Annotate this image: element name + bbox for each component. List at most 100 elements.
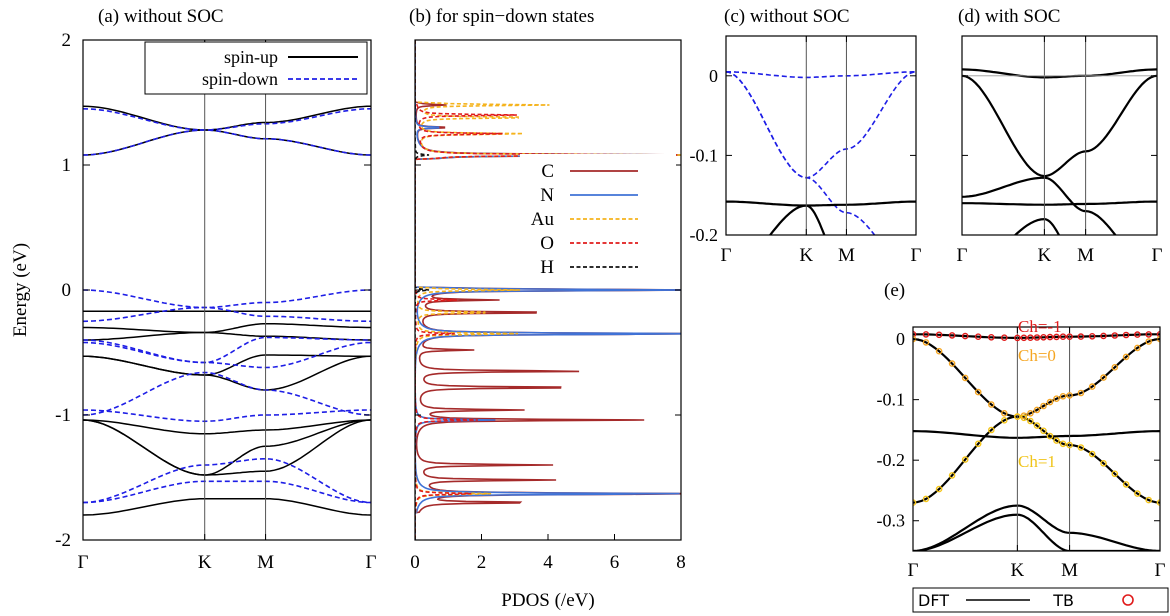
tb-marker-band-1 [961, 374, 969, 382]
panel-a-band-spin-up-7 [83, 419, 371, 435]
tb-marker-band-0 [1111, 332, 1119, 339]
tb-marker-band-0 [1077, 333, 1085, 340]
tb-marker-band-2 [1053, 437, 1060, 444]
tb-marker-band-2 [1014, 413, 1021, 420]
panel-e-title: (e) [884, 280, 905, 301]
tb-marker-band-0 [961, 332, 969, 340]
tb-marker-band-2 [1046, 432, 1054, 440]
tb-marker-band-1 [1040, 402, 1047, 410]
tb-marker-band-2 [1088, 450, 1096, 458]
panel-a-band-spin-up-0 [83, 129, 371, 156]
panel-c-band-series1-0 [726, 200, 916, 207]
panel-d-xtick-label: K [1038, 245, 1052, 266]
panel-e-tb-markers [913, 331, 1160, 506]
legend-label-tb: TB [1052, 591, 1074, 610]
panel-d-band-series0-1 [962, 74, 1157, 178]
legend-label-H: H [540, 257, 554, 278]
tb-marker-band-1 [1027, 409, 1034, 417]
panel-a-band-spin-up-6 [83, 355, 371, 391]
panel-c-band-series0-2 [726, 71, 876, 235]
panel-d-xtick-label: Γ [1152, 245, 1163, 266]
tb-marker-band-2 [1100, 459, 1107, 467]
tb-marker-band-1 [1145, 338, 1152, 345]
panel-e-band-DFT-2 [913, 415, 1160, 504]
panel-a-band-spin-down-4 [83, 336, 371, 364]
tb-marker-band-0 [1053, 333, 1060, 341]
tb-marker-band-1 [1001, 409, 1008, 417]
panel-a-band-spin-down-3 [83, 306, 371, 323]
tb-marker-band-2 [961, 456, 969, 463]
legend-box [912, 587, 1169, 613]
tb-marker-band-0 [1033, 334, 1041, 341]
tb-marker-band-2 [974, 440, 982, 448]
pdos-curve-Au [415, 40, 681, 540]
tb-marker-band-0 [1040, 333, 1047, 341]
tb-marker-band-2 [1059, 440, 1067, 448]
panel-d-band-series0-4 [1013, 217, 1061, 235]
annotation-ch-minus1: Ch=-1 [1018, 317, 1062, 336]
legend-label-spin-down: spin-down [202, 69, 278, 89]
panel-a-xtick-label: Γ [366, 552, 377, 573]
panel-e-bands [913, 333, 1160, 551]
tb-marker-band-0 [1156, 331, 1160, 338]
panel-c-band-series1-1 [768, 204, 826, 235]
tb-marker-band-2 [948, 472, 956, 479]
tb-marker-band-2 [1077, 444, 1085, 451]
tb-marker-band-0 [1027, 334, 1034, 342]
annotation-ch-1: Ch=1 [1018, 452, 1056, 471]
tb-marker-band-2 [1027, 417, 1034, 425]
tb-marker-band-0 [1046, 333, 1054, 341]
panel-b-legend: CN Au OH [520, 154, 676, 280]
legend-label-N: N [540, 185, 554, 206]
legend-label-C: C [541, 161, 554, 182]
panel-c-title: (c) without SOC [724, 6, 850, 27]
panel-d-band-series0-2 [962, 176, 1117, 235]
panel-b-curves [415, 40, 681, 540]
pdos-curve-N [415, 40, 681, 540]
panel-c-xtick-label: Γ [721, 245, 732, 266]
tb-marker-band-1 [935, 347, 943, 355]
tb-marker-band-1 [1088, 383, 1096, 390]
pdos-curve-H [415, 40, 430, 540]
legend-box [144, 41, 368, 95]
legend-swatch-tb [1122, 594, 1134, 606]
panel-c-ytick-label: -0.1 [690, 145, 719, 165]
panel-a-band-spin-up-10 [83, 498, 371, 516]
panel-e-ytick-label: 0 [896, 329, 905, 349]
panel-e-xtick-label: M [1061, 560, 1078, 581]
tb-marker-band-0 [1001, 334, 1008, 342]
tb-marker-band-0 [1020, 334, 1028, 342]
panel-d-band-series0-3 [962, 200, 1157, 206]
panel-b-xtick-label: 4 [543, 552, 553, 573]
panel-c-frame [725, 35, 917, 236]
panel-a-ytick-label: 2 [62, 30, 72, 51]
panel-c-bands [726, 71, 916, 235]
tb-marker-band-1 [1046, 398, 1054, 406]
panel-a-xtick-label: K [198, 552, 212, 573]
tb-marker-band-2 [1001, 416, 1008, 424]
panel-e-xtick-label: Γ [908, 560, 919, 581]
tb-marker-band-1 [974, 388, 982, 396]
annotation-ch-0: Ch=0 [1018, 346, 1056, 365]
panel-a-band-spin-down-7 [83, 371, 371, 416]
panel-d-band-series0-0 [962, 68, 1157, 79]
panel-a-band-spin-down-2 [83, 289, 371, 309]
tb-marker-band-2 [1111, 470, 1119, 478]
panel-a-xtick-label: M [257, 552, 274, 573]
panel-e-band-DFT-0 [913, 333, 1160, 339]
legend-label-spin-up: spin-up [224, 47, 278, 67]
tb-marker-band-0 [1145, 331, 1152, 338]
panel-b-xtick-label: 8 [676, 552, 686, 573]
tb-marker-band-1 [988, 401, 995, 408]
tb-marker-band-2 [1156, 499, 1160, 506]
panel-c-xtick-label: K [799, 245, 813, 266]
panel-e-band-DFT-1 [913, 338, 1160, 418]
panel-a-title: (a) without SOC [98, 6, 224, 27]
panel-a-bands [83, 105, 371, 516]
legend-label-O: O [540, 233, 554, 254]
legend-box [520, 154, 676, 280]
tb-marker-band-2 [988, 426, 995, 434]
tb-marker-band-0 [948, 332, 956, 339]
panel-a-band-spin-down-1 [83, 108, 371, 131]
tb-marker-band-1 [1033, 406, 1041, 414]
